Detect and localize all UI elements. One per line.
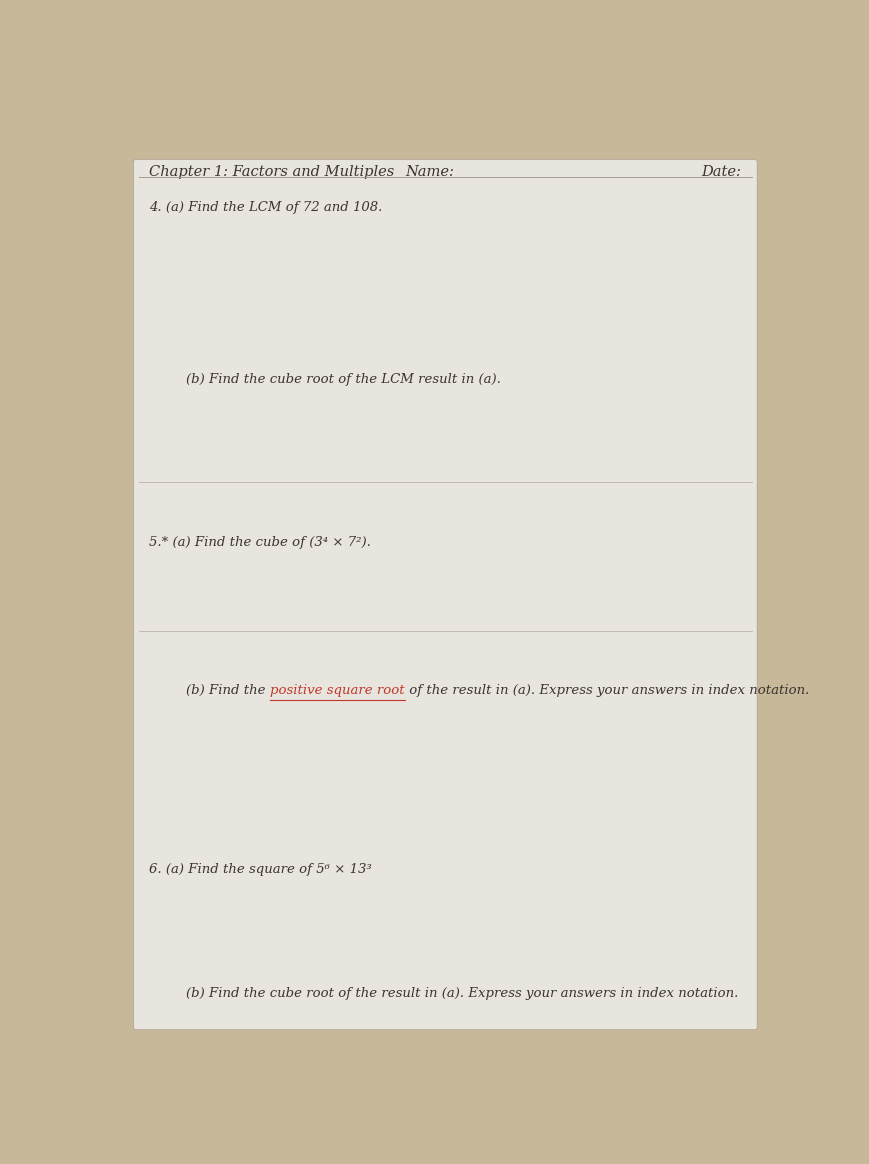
Text: (b) Find the cube root of the LCM result in (a).: (b) Find the cube root of the LCM result… <box>169 372 501 385</box>
Text: Name:: Name: <box>405 165 454 179</box>
Text: Chapter 1: Factors and Multiples: Chapter 1: Factors and Multiples <box>149 165 395 179</box>
Text: positive square root: positive square root <box>270 683 405 697</box>
FancyBboxPatch shape <box>134 159 757 1030</box>
Text: 5.* (a) Find the cube of (3⁴ × 7²).: 5.* (a) Find the cube of (3⁴ × 7²). <box>149 535 371 549</box>
Text: (b) Find the: (b) Find the <box>169 683 270 697</box>
Text: Date:: Date: <box>701 165 741 179</box>
Text: 6. (a) Find the square of 5⁶ × 13³: 6. (a) Find the square of 5⁶ × 13³ <box>149 863 372 876</box>
Text: (b) Find the cube root of the result in (a). Express your answers in index notat: (b) Find the cube root of the result in … <box>169 987 739 1000</box>
Text: 4. (a) Find the LCM of 72 and 108.: 4. (a) Find the LCM of 72 and 108. <box>149 200 382 214</box>
Text: of the result in (a). Express your answers in index notation.: of the result in (a). Express your answe… <box>405 683 809 697</box>
